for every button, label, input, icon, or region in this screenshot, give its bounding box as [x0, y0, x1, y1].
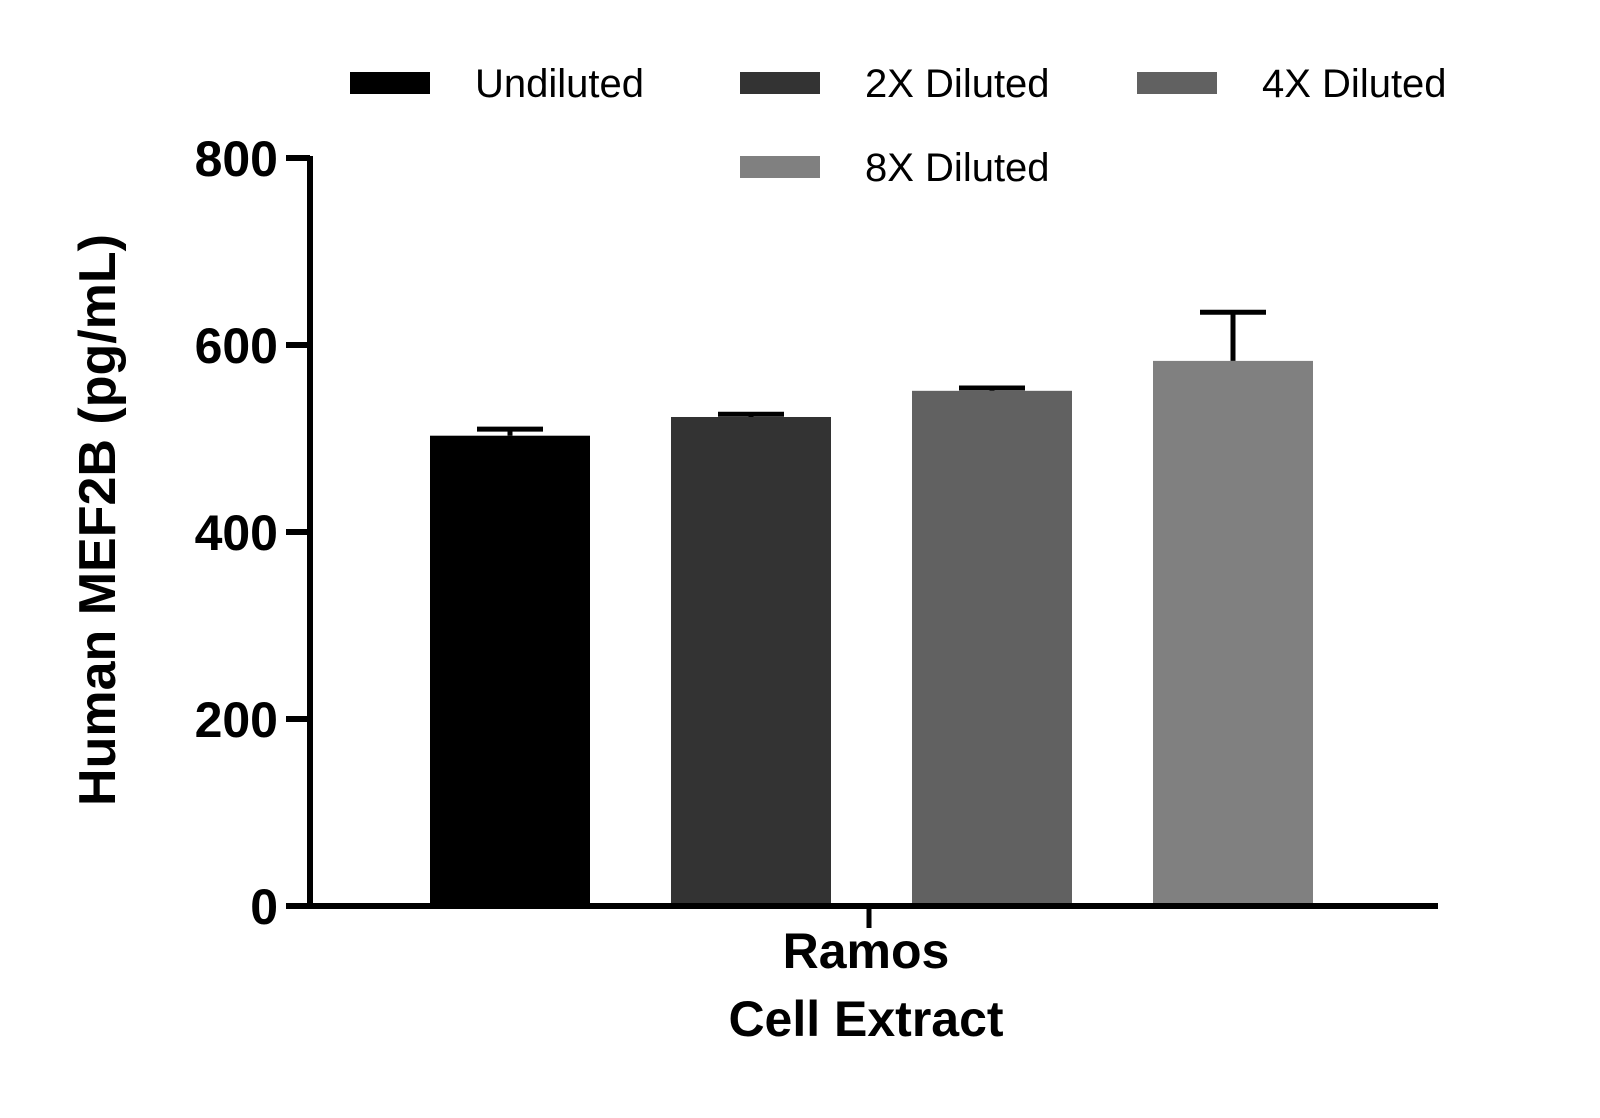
category-label-line-2: Cell Extract	[728, 991, 1003, 1047]
legend-label: Undiluted	[475, 62, 644, 106]
y-tick-label: 200	[195, 692, 278, 748]
y-axis: 0 200 400 600 800	[195, 131, 313, 935]
legend-swatch	[350, 72, 430, 94]
category-label-line-1: Ramos	[783, 923, 950, 979]
bar-undiluted	[430, 435, 590, 906]
bars	[430, 309, 1313, 906]
legend: Undiluted 2X Diluted 4X Diluted 8X Diluted	[350, 62, 1447, 190]
legend-label: 2X Diluted	[865, 62, 1050, 106]
legend-label: 4X Diluted	[1262, 62, 1447, 106]
bar-4x-diluted	[912, 390, 1072, 906]
bar-8x-diluted	[1153, 360, 1313, 906]
y-tick-label: 0	[250, 879, 278, 935]
y-axis-title: Human MEF2B (pg/mL)	[69, 234, 127, 806]
legend-swatch	[1137, 72, 1217, 94]
legend-swatch	[740, 156, 820, 178]
y-tick-label: 600	[195, 318, 278, 374]
y-tick-label: 800	[195, 131, 278, 187]
legend-swatch	[740, 72, 820, 94]
x-axis	[307, 903, 1438, 928]
legend-label: 8X Diluted	[865, 146, 1050, 190]
bar-2x-diluted	[671, 416, 831, 906]
y-tick-label: 400	[195, 505, 278, 561]
